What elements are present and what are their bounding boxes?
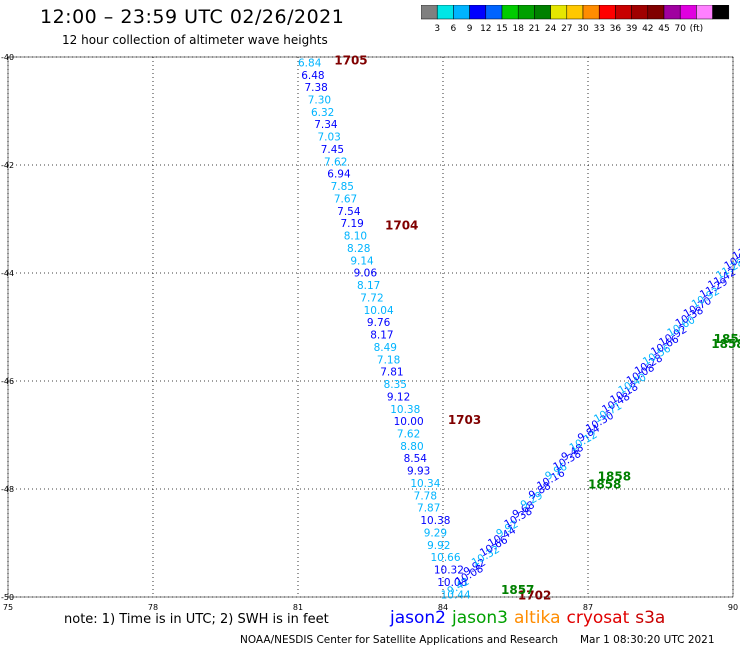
colorbar-label: 9: [467, 24, 473, 34]
colorbar-label: 39: [626, 24, 638, 34]
colorbar-label: 27: [561, 24, 572, 34]
swh-value: 7.72: [360, 292, 383, 304]
colorbar-label: 70: [674, 24, 686, 34]
colorbar-label: 33: [593, 24, 604, 34]
swh-value: 7.81: [380, 367, 403, 379]
swh-value: 9.29: [424, 527, 447, 539]
swh-value: 7.62: [397, 428, 420, 440]
lon-tick-label: 84: [438, 603, 448, 612]
legend-jason2: jason2: [390, 608, 446, 628]
lat-tick-label: -50: [1, 593, 14, 602]
time-tag: 1857: [501, 583, 534, 597]
time-tag: 1703: [448, 413, 481, 427]
swh-value: 10.04: [364, 305, 394, 317]
lon-tick-label: 87: [583, 603, 593, 612]
time-tag: 1858: [598, 470, 631, 484]
swh-value: 7.19: [340, 218, 363, 230]
time-tag: 1858: [588, 478, 621, 492]
lat-tick-label: -40: [1, 53, 14, 62]
swh-value: 10.38: [420, 515, 450, 527]
legend-altika: altika: [514, 608, 561, 628]
colorbar-label: 24: [545, 24, 557, 34]
swh-value: 10.38: [390, 404, 420, 416]
swh-value: 7.87: [417, 503, 440, 515]
page-subtitle: 12 hour collection of altimeter wave hei…: [62, 33, 328, 47]
swh-value: 10.08: [437, 577, 467, 589]
colorbar-label: 18: [512, 24, 524, 34]
swh-value: 9.93: [407, 466, 430, 478]
swh-value: 7.30: [308, 95, 331, 107]
lat-tick-label: -46: [1, 377, 14, 386]
swh-value: 7.18: [377, 354, 400, 366]
lat-tick-label: -42: [1, 161, 14, 170]
swh-colorbar: 3 6 9 12 15 18 21 24 27 30 33 36 39 42 45 70 (ft): [421, 5, 730, 34]
swh-value: 7.85: [331, 181, 354, 193]
time-tag: 1702: [518, 588, 551, 602]
colorbar-label: 21: [529, 24, 540, 34]
colorbar-label: 6: [451, 24, 457, 34]
swh-value: 10.66: [430, 552, 460, 564]
swh-value: 8.28: [347, 243, 370, 255]
swh-value: 10.44: [441, 589, 471, 601]
time-tag: 1858: [714, 332, 740, 346]
swh-value: 9.12: [387, 391, 410, 403]
lon-tick-label: 78: [148, 603, 158, 612]
colorbar-label: 3: [434, 24, 440, 34]
swh-value: 10.00: [394, 416, 424, 428]
lon-tick-label: 90: [728, 603, 738, 612]
swh-value: 9.14: [350, 255, 374, 267]
colorbar-label: 15: [496, 24, 507, 34]
colorbar-swatch: [712, 5, 730, 20]
time-tag: 1705: [334, 54, 367, 68]
satellite-legend: jason2 jason3 altika cryosat s3a: [390, 608, 671, 628]
lat-tick-label: -44: [1, 269, 14, 278]
credit-date: Mar 1 08:30:20 UTC 2021: [580, 634, 715, 646]
swh-value: 8.80: [400, 441, 423, 453]
legend-jason3: jason3: [452, 608, 508, 628]
colorbar-label: (ft): [690, 24, 704, 34]
swh-value: 10.32: [434, 565, 464, 577]
swh-value: 7.54: [337, 206, 361, 218]
swh-value: 11.38: [731, 237, 740, 262]
swh-value: 8.17: [370, 330, 393, 342]
time-tag: 1858: [711, 337, 740, 351]
swh-value: 7.45: [321, 144, 344, 156]
colorbar-label: 45: [658, 24, 669, 34]
swh-value: 6.94: [327, 169, 351, 181]
map-frame: [7, 56, 734, 598]
swh-value: 7.38: [304, 82, 327, 94]
colorbar-label: 36: [610, 24, 622, 34]
swh-value: 9.06: [354, 268, 378, 280]
legend-s3a: s3a: [635, 608, 666, 628]
lon-tick-label: 75: [3, 603, 13, 612]
legend-cryosat: cryosat: [566, 608, 630, 628]
swh-value: 8.17: [357, 280, 380, 292]
colorbar-label: 30: [577, 24, 589, 34]
swh-value: 7.34: [314, 119, 338, 131]
lat-tick-label: -48: [1, 485, 14, 494]
page-title: 12:00 – 23:59 UTC 02/26/2021: [40, 6, 345, 28]
colorbar-label: 12: [480, 24, 491, 34]
colorbar-label: 42: [642, 24, 653, 34]
swh-value: 7.78: [414, 490, 437, 502]
swh-value: 6.32: [311, 107, 334, 119]
swh-value: 8.54: [404, 453, 428, 465]
swh-value: 6.48: [301, 70, 324, 82]
swh-value: 7.03: [317, 132, 340, 144]
swh-value: 8.10: [344, 231, 367, 243]
swh-value: 9.92: [427, 540, 450, 552]
swh-value: 8.35: [384, 379, 407, 391]
swh-value: 6.84: [298, 57, 322, 69]
swh-value: 10.34: [410, 478, 440, 490]
time-tag: 1704: [385, 218, 418, 232]
credit-text: NOAA/NESDIS Center for Satellite Applica…: [240, 634, 558, 646]
footer-note: note: 1) Time is in UTC; 2) SWH is in fe…: [64, 612, 329, 627]
swh-value: 7.62: [324, 156, 347, 168]
swh-value: 7.67: [334, 193, 357, 205]
swh-value: 8.49: [374, 342, 397, 354]
swh-value: 9.76: [367, 317, 391, 329]
lon-tick-label: 81: [293, 603, 303, 612]
